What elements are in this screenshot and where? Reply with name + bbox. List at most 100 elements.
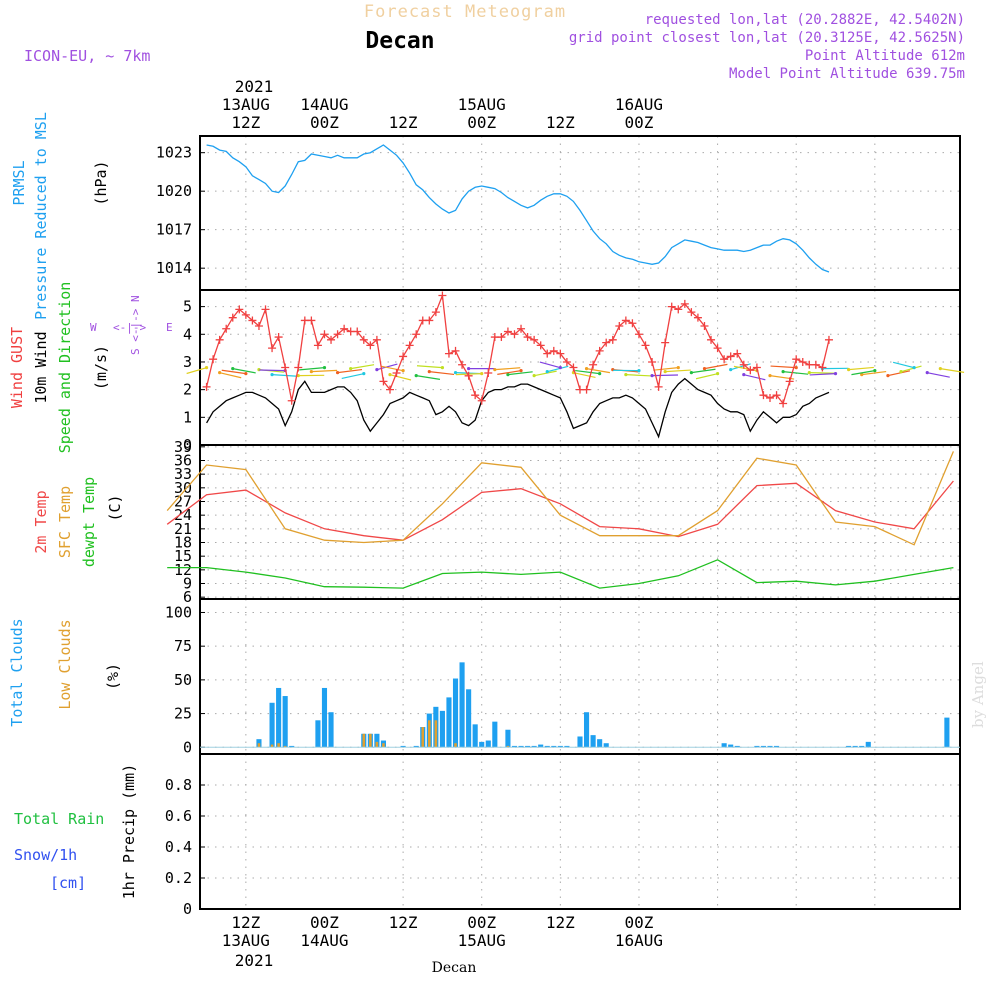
wind-arrow — [497, 370, 522, 375]
wind-arrow-head — [335, 371, 340, 375]
wind-arrow — [337, 368, 363, 374]
wind-arrow — [416, 375, 441, 380]
total-cloud-bar — [859, 745, 865, 748]
gust-point — [228, 313, 237, 322]
wind-arrow — [900, 365, 922, 373]
ytick-label: 5 — [183, 298, 192, 316]
total-cloud-bar — [518, 745, 524, 748]
wind-arrow — [809, 373, 836, 376]
model-altitude: Model Point Altitude 639.75m — [729, 66, 965, 82]
gust-point — [707, 335, 716, 344]
low-cloud-bar — [506, 745, 510, 748]
total-cloud-bar — [846, 745, 852, 748]
total-cloud-bar — [754, 745, 760, 748]
wind-arrow-head — [270, 373, 274, 377]
ytick-label: 12 — [174, 561, 192, 579]
point-altitude: Point Altitude 612m — [805, 48, 965, 64]
ytick-label: 1014 — [156, 259, 192, 277]
wind-arrow — [539, 361, 561, 369]
ytick-label: 1023 — [156, 144, 192, 162]
temp-dewpt-line — [167, 559, 954, 589]
wind-arrow-head — [650, 374, 654, 378]
total-cloud-bar — [944, 717, 950, 748]
gust-point — [274, 333, 283, 342]
wind-arrow-head — [480, 372, 484, 376]
bottom-tick-hour: 12Z — [546, 913, 575, 932]
requested-coords: requested lon,lat (20.2882E, 42.5402N) — [645, 12, 965, 28]
gust-point — [621, 316, 630, 325]
low-cloud-bar — [454, 743, 457, 748]
gust-point — [556, 349, 565, 358]
total-cloud-bar — [439, 710, 445, 748]
gust-point — [254, 321, 263, 330]
gust-point — [438, 291, 447, 300]
wind-arrow-head — [598, 372, 602, 376]
wind-arrow — [665, 369, 691, 373]
wind-arrow-head — [519, 369, 523, 373]
gust-point — [772, 391, 781, 400]
top-tick-date: 14AUG — [300, 95, 348, 114]
gust-point — [517, 324, 526, 333]
wind-arrow — [887, 370, 911, 377]
gust-point — [595, 346, 604, 355]
wind-speed-line — [206, 377, 830, 439]
ytick-label: 3 — [183, 353, 192, 371]
ytick-label: 0.4 — [165, 838, 192, 856]
wind-arrow — [575, 369, 600, 375]
total-cloud-bar — [459, 662, 465, 748]
wind-arrow-head — [689, 371, 693, 375]
gust-point — [713, 344, 722, 353]
gust-point — [543, 349, 552, 358]
gust-point — [268, 344, 277, 353]
panel-label-pressure: PRMSL Pressure Reduced to MSL (hPa) — [10, 112, 110, 320]
wind-arrow-head — [349, 367, 353, 371]
gust-point — [372, 335, 381, 344]
panel-label-wind: Wind GUST 10m Wind Speed and Direction (m/s… — [8, 282, 110, 454]
wind-arrow — [186, 367, 207, 375]
wind-arrow-head — [244, 372, 248, 376]
ytick-label: 75 — [174, 637, 192, 655]
wind-arrow-head — [807, 371, 811, 375]
compass-e-label: E — [166, 321, 173, 334]
total-cloud-bar — [551, 745, 557, 748]
gust-point — [569, 363, 578, 372]
wind-direction-arrows — [186, 361, 965, 381]
ytick-label: 100 — [165, 603, 192, 621]
gust-point — [667, 302, 676, 311]
gust-point — [405, 341, 414, 350]
gust-point — [589, 360, 598, 369]
gust-point — [327, 335, 336, 344]
wind-arrow — [299, 367, 325, 371]
ytick-label: 33 — [174, 465, 192, 483]
total-cloud-bar — [603, 743, 609, 748]
panel-label-temperature: 2m Temp SFC Temp dewpt Temp (C) — [32, 477, 124, 567]
ytick-label: 1 — [183, 408, 192, 426]
low-cloud-bar — [277, 743, 280, 748]
gust-point — [720, 355, 729, 364]
wind-arrow-head — [218, 371, 222, 375]
wind-arrow-head — [467, 367, 471, 371]
gust-point — [628, 319, 637, 328]
low-cloud-bar — [362, 733, 366, 748]
snow-legend: Snow/1h — [14, 846, 77, 864]
panel-frame — [199, 444, 961, 600]
wind-arrow-head — [558, 366, 562, 370]
wind-arrow — [625, 374, 652, 377]
gust-point — [766, 393, 774, 402]
wind-arrow — [743, 374, 766, 381]
total-cloud-bar — [472, 724, 478, 748]
gust-point — [209, 355, 218, 364]
ytick-label: 0 — [183, 900, 192, 918]
gust-point — [202, 382, 211, 391]
wind-arrow-head — [847, 368, 851, 372]
ytick-label: 2 — [183, 381, 192, 399]
wind-arrow-head — [204, 366, 209, 370]
wind-arrow-head — [309, 370, 313, 374]
wind-arrow — [695, 373, 718, 380]
snow-unit: [cm] — [50, 874, 86, 892]
gust-point — [307, 316, 316, 325]
wind-arrow-head — [375, 368, 379, 372]
panel-labels: PRMSL Pressure Reduced to MSL (hPa) S <-|->… — [8, 112, 173, 899]
compass-axis-label: S <-|-> N — [129, 295, 142, 355]
panel-frame — [199, 753, 961, 910]
